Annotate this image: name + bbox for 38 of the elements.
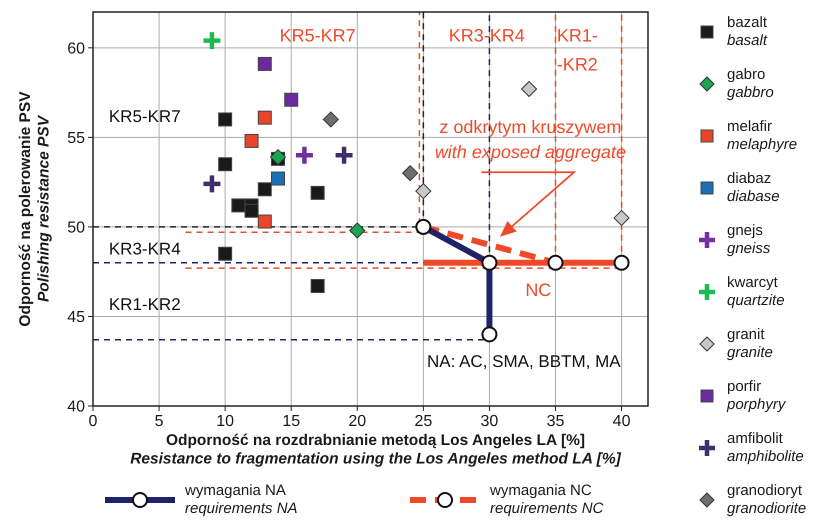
annotation: NC — [525, 280, 552, 300]
legend-label: granit granite — [727, 326, 773, 361]
annotation: KR5-KR7 — [108, 106, 181, 126]
legend-label: gabro gabbro — [727, 66, 774, 101]
legend-label: kwarcyt quartzite — [727, 274, 785, 309]
legend-label: bazalt basalt — [727, 14, 768, 49]
y-tick-label: 55 — [67, 130, 86, 147]
legend-label: melafir melaphyre — [727, 118, 798, 153]
x-tick-label: 5 — [154, 413, 164, 430]
x-tick-label: 30 — [480, 413, 498, 430]
y-tick-label: 60 — [67, 40, 86, 58]
annotation: KR1- -KR2 — [556, 26, 598, 74]
y-tick-label: 45 — [67, 309, 86, 326]
y-tick-label: 50 — [67, 220, 86, 237]
legend-label: granodioryt granodiorite — [727, 482, 806, 517]
y-tick-label: 40 — [67, 398, 86, 416]
legend-label: diabaz diabase — [727, 170, 780, 205]
x-tick-label: 10 — [216, 413, 234, 430]
annotation: KR3-KR4 — [448, 26, 525, 46]
legend-label: gnejs gneiss — [727, 222, 771, 257]
annotation: KR3-KR4 — [108, 239, 181, 258]
annotation: NA: AC, SMA, BBTM, MA — [426, 352, 622, 372]
legend-label: porfir porphyry — [726, 378, 787, 413]
x-tick-label: 15 — [282, 413, 300, 430]
x-tick-label: 25 — [414, 413, 432, 430]
annotation: KR1-KR2 — [108, 294, 181, 314]
x-axis-title: Odporność na rozdrabnianie metodą Los Angeles LA [%] Resistance to fragmentation using the Los Angeles method LA [%] — [130, 432, 622, 468]
annotation: with exposed aggregate — [434, 142, 626, 162]
annotation: KR5-KR7 — [280, 26, 356, 46]
legend-label: wymagania NC requirements NC — [489, 482, 604, 517]
x-tick-label: 40 — [612, 413, 631, 430]
x-tick-label: 0 — [88, 413, 98, 430]
legend-label: wymagania NA requirements NA — [184, 482, 298, 517]
x-tick-label: 35 — [546, 413, 564, 430]
x-tick-label: 20 — [348, 413, 366, 430]
annotation: z odkrytym kruszywem — [439, 116, 622, 137]
y-axis-title: Odporność na polerowanie PSV Polishing resistance PSV — [17, 90, 53, 327]
legend-label: amfibolit amphibolite — [727, 430, 804, 465]
